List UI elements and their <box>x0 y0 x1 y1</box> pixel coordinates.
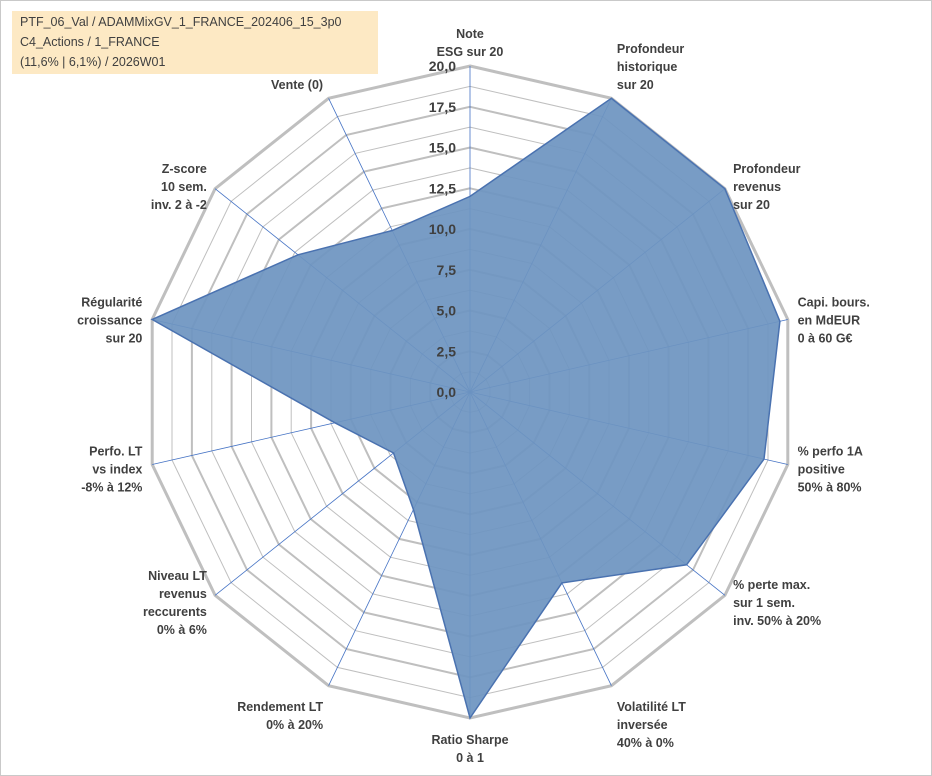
tick-label: 10,0 <box>429 221 456 237</box>
axis-label: Régularité croissance sur 20 <box>77 296 142 346</box>
axis-label-line: vs index <box>92 462 142 476</box>
axis-label: Capi. bours. en MdEUR 0 à 60 G€ <box>798 296 870 346</box>
tick-label: 20,0 <box>429 58 456 74</box>
axis-label-line: 0% à 6% <box>157 623 207 637</box>
axis-label-line: croissance <box>77 314 142 328</box>
axis-label-line: reccurents <box>143 605 207 619</box>
axis-label-line: Niveau LT <box>148 569 207 583</box>
axis-label-line: Rendement LT <box>237 700 323 714</box>
axis-label: Z-score 10 sem. inv. 2 à -2 <box>151 162 207 212</box>
axis-label-line: inv. 2 à -2 <box>151 198 207 212</box>
axis-label-line: Capi. bours. <box>798 296 870 310</box>
portfolio-name: PTF_06_Val / ADAMMixGV_1_FRANCE_202406_1… <box>20 15 342 29</box>
axis-label-line: 0 à 60 G€ <box>798 332 853 346</box>
axis-label-line: Ratio Sharpe <box>431 733 508 747</box>
axis-label: Profondeur revenus sur 20 <box>733 162 800 212</box>
axis-label-line: % perfo 1A <box>798 444 863 458</box>
axis-label: Rendement LT 0% à 20% <box>237 700 323 732</box>
axis-label-line: Z-score <box>162 162 207 176</box>
axis-label-line: ESG sur 20 <box>437 45 504 59</box>
radial-tick-labels: 0,0 2,5 5,0 7,5 10,0 12,5 15,0 17,5 20,0 <box>429 58 456 400</box>
tick-label: 0,0 <box>437 384 457 400</box>
axis-label-line: Régularité <box>81 296 142 310</box>
axis-label-line: sur 20 <box>617 78 654 92</box>
axis-label-line: 0% à 20% <box>266 718 323 732</box>
axis-label: Profondeur historique sur 20 <box>617 42 684 92</box>
axis-label-line: Vente (0) <box>271 78 323 92</box>
axis-label-line: positive <box>798 462 845 476</box>
axis-label-line: Profondeur <box>617 42 684 56</box>
axis-label-line: 10 sem. <box>161 180 207 194</box>
axis-labels: Note ESG sur 20 Profondeur historique sur 20… <box>77 27 870 765</box>
axis-label-line: Profondeur <box>733 162 800 176</box>
tick-label: 15,0 <box>429 140 456 156</box>
asset-class: C4_Actions / 1_FRANCE <box>20 35 160 49</box>
tick-label: 5,0 <box>437 303 457 319</box>
axis-label: Note ESG sur 20 <box>437 27 504 59</box>
axis-label-line: historique <box>617 60 677 74</box>
axis-label-line: Note <box>456 27 484 41</box>
axis-label-line: 40% à 0% <box>617 736 674 750</box>
series-area <box>150 97 781 720</box>
axis-label: Volatilité LT inversée 40% à 0% <box>617 700 686 750</box>
radar-series <box>150 97 781 720</box>
axis-label-line: sur 1 sem. <box>733 596 795 610</box>
axis-label-line: -8% à 12% <box>81 480 142 494</box>
tick-label: 2,5 <box>437 343 457 359</box>
axis-label-line: Perfo. LT <box>89 444 143 458</box>
performance-period: (11,6% | 6,1%) / 2026W01 <box>20 55 166 69</box>
axis-label-line: revenus <box>733 180 781 194</box>
axis-label-line: 50% à 80% <box>798 480 862 494</box>
axis-label-line: inv. 50% à 20% <box>733 614 821 628</box>
axis-label-line: en MdEUR <box>798 314 861 328</box>
axis-label: % perte max. sur 1 sem. inv. 50% à 20% <box>733 578 821 628</box>
axis-label: Niveau LT revenus reccurents 0% à 6% <box>143 569 207 637</box>
axis-label: Ratio Sharpe 0 à 1 <box>431 733 508 765</box>
axis-label: % perfo 1A positive 50% à 80% <box>798 444 863 494</box>
tick-label: 7,5 <box>437 262 457 278</box>
axis-label-line: revenus <box>159 587 207 601</box>
axis-label-line: sur 20 <box>733 198 770 212</box>
axis-label-line: sur 20 <box>106 332 143 346</box>
axis-label: Perfo. LT vs index -8% à 12% <box>81 444 143 494</box>
axis-label-line: 0 à 1 <box>456 751 484 765</box>
axis-label-line: % perte max. <box>733 578 810 592</box>
axis-label-line: Volatilité LT <box>617 700 686 714</box>
axis-label-line: inversée <box>617 718 668 732</box>
tick-label: 17,5 <box>429 99 456 115</box>
info-box: PTF_06_Val / ADAMMixGV_1_FRANCE_202406_1… <box>12 11 378 74</box>
tick-label: 12,5 <box>429 180 456 196</box>
